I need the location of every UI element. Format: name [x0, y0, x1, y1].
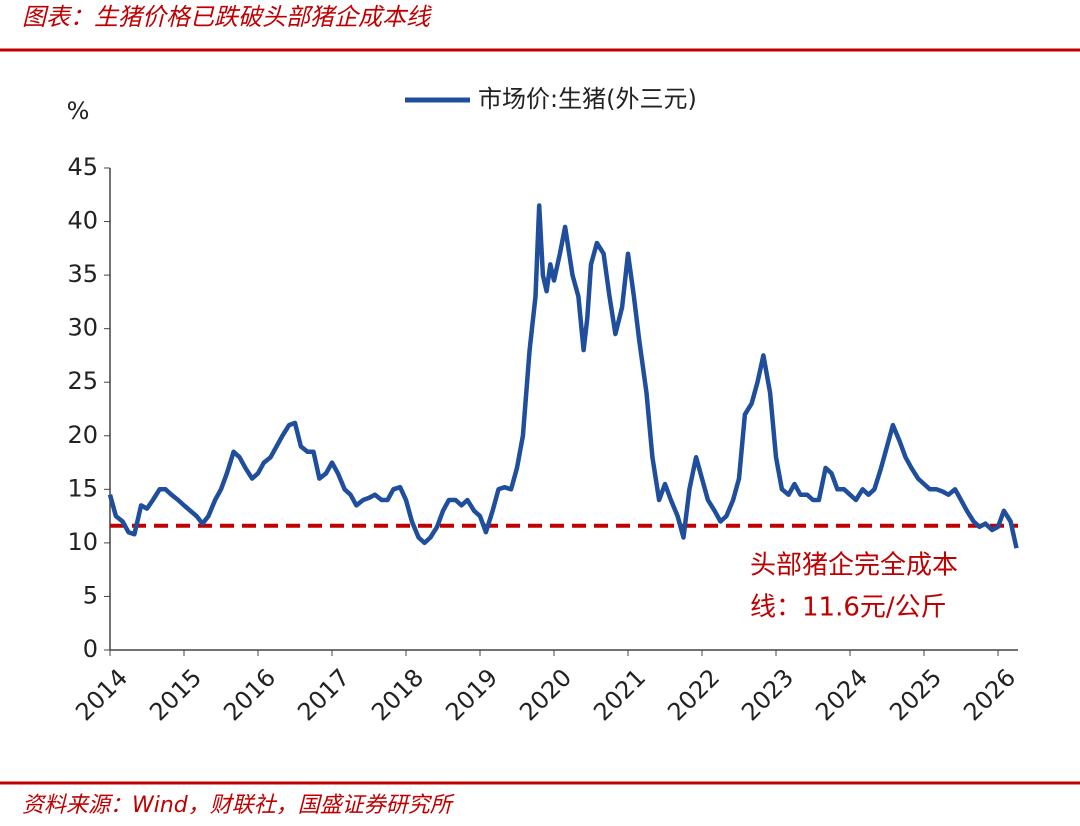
x-tick-label: 2026: [958, 663, 1021, 726]
x-tick-label: 2024: [810, 663, 873, 726]
x-tick-label: 2020: [514, 663, 577, 726]
x-tick-label: 2017: [292, 663, 355, 726]
y-tick-label: 25: [67, 367, 98, 395]
x-tick-label: 2019: [440, 663, 503, 726]
legend-label: 市场价:生猪(外三元): [478, 85, 697, 113]
annotation: 头部猪企完全成本: [750, 551, 958, 581]
x-tick-label: 2018: [366, 663, 429, 726]
annotation: 线：11.6元/公斤: [750, 593, 947, 623]
x-tick-label: 2023: [736, 663, 799, 726]
x-tick-label: 2015: [144, 663, 207, 726]
y-tick-label: 10: [67, 528, 98, 556]
y-tick-label: 5: [83, 581, 98, 609]
y-tick-label: 20: [67, 421, 98, 449]
data-line: [107, 203, 1019, 549]
y-axis-label: %: [67, 97, 90, 125]
source: 资料来源：Wind，财联社，国盛证券研究所: [22, 793, 455, 818]
x-tick-label: 2016: [218, 663, 281, 726]
y-tick-label: 15: [67, 474, 98, 502]
y-tick-label: 0: [83, 635, 98, 663]
chart-title: 图表：生猪价格已跌破头部猪企成本线: [22, 3, 432, 31]
x-tick-label: 2021: [588, 663, 651, 726]
y-tick-label: 40: [67, 207, 98, 235]
y-tick-label: 45: [67, 153, 98, 181]
y-tick-label: 30: [67, 314, 98, 342]
x-tick-label: 2022: [662, 663, 725, 726]
x-tick-label: 2025: [884, 663, 947, 726]
x-tick-label: 2014: [70, 663, 133, 726]
y-tick-label: 35: [67, 260, 98, 288]
